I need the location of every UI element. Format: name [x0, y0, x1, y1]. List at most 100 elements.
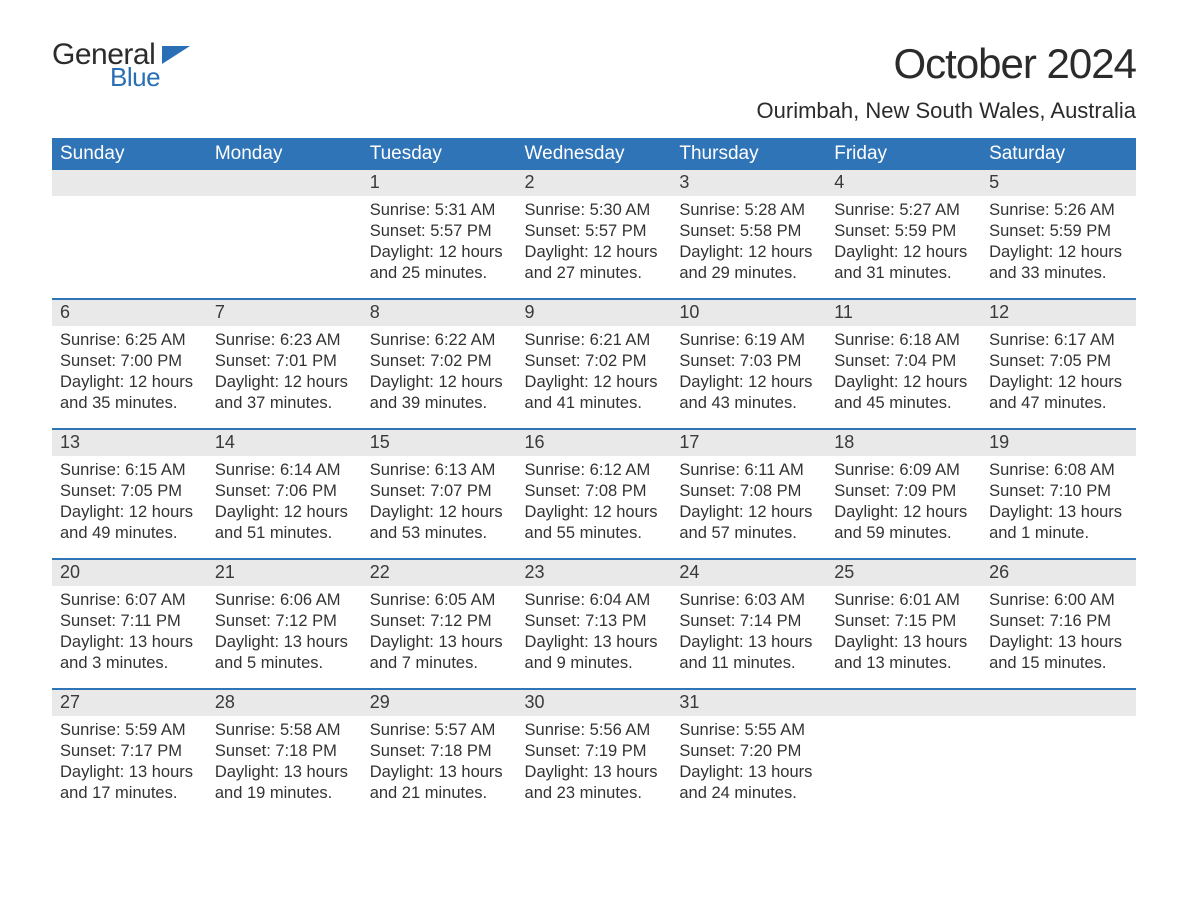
daylight-line: Daylight: 12 hours and 55 minutes. — [525, 502, 664, 544]
calendar-day-cell: 29Sunrise: 5:57 AMSunset: 7:18 PMDayligh… — [362, 689, 517, 818]
daylight-line: Daylight: 12 hours and 59 minutes. — [834, 502, 973, 544]
weekday-header-row: Sunday Monday Tuesday Wednesday Thursday… — [52, 138, 1136, 170]
sunset-line: Sunset: 5:57 PM — [370, 221, 509, 242]
sunset-line: Sunset: 5:57 PM — [525, 221, 664, 242]
calendar-week-row: 27Sunrise: 5:59 AMSunset: 7:17 PMDayligh… — [52, 689, 1136, 818]
sunset-line: Sunset: 7:01 PM — [215, 351, 354, 372]
sunset-line: Sunset: 7:08 PM — [525, 481, 664, 502]
calendar-day-cell — [52, 170, 207, 299]
day-detail: Sunrise: 6:09 AMSunset: 7:09 PMDaylight:… — [826, 456, 981, 558]
daylight-line: Daylight: 12 hours and 53 minutes. — [370, 502, 509, 544]
day-detail: Sunrise: 6:06 AMSunset: 7:12 PMDaylight:… — [207, 586, 362, 688]
day-number: 30 — [517, 690, 672, 716]
day-detail: Sunrise: 6:00 AMSunset: 7:16 PMDaylight:… — [981, 586, 1136, 688]
sunrise-line: Sunrise: 6:22 AM — [370, 330, 509, 351]
daylight-line: Daylight: 13 hours and 9 minutes. — [525, 632, 664, 674]
sunrise-line: Sunrise: 6:00 AM — [989, 590, 1128, 611]
day-number: 11 — [826, 300, 981, 326]
daylight-line: Daylight: 12 hours and 39 minutes. — [370, 372, 509, 414]
calendar-day-cell: 19Sunrise: 6:08 AMSunset: 7:10 PMDayligh… — [981, 429, 1136, 559]
sunset-line: Sunset: 7:20 PM — [679, 741, 818, 762]
sunset-line: Sunset: 7:02 PM — [370, 351, 509, 372]
day-number: 10 — [671, 300, 826, 326]
brand-logo: General Blue — [52, 40, 190, 90]
day-detail: Sunrise: 5:31 AMSunset: 5:57 PMDaylight:… — [362, 196, 517, 298]
daylight-line: Daylight: 12 hours and 47 minutes. — [989, 372, 1128, 414]
sunrise-line: Sunrise: 5:59 AM — [60, 720, 199, 741]
sunrise-line: Sunrise: 6:17 AM — [989, 330, 1128, 351]
calendar-day-cell: 1Sunrise: 5:31 AMSunset: 5:57 PMDaylight… — [362, 170, 517, 299]
daylight-line: Daylight: 13 hours and 24 minutes. — [679, 762, 818, 804]
sunrise-line: Sunrise: 6:05 AM — [370, 590, 509, 611]
calendar-day-cell — [207, 170, 362, 299]
day-number: 22 — [362, 560, 517, 586]
day-number: 20 — [52, 560, 207, 586]
sunset-line: Sunset: 7:18 PM — [370, 741, 509, 762]
sunrise-line: Sunrise: 6:19 AM — [679, 330, 818, 351]
sunset-line: Sunset: 7:09 PM — [834, 481, 973, 502]
sunrise-line: Sunrise: 6:01 AM — [834, 590, 973, 611]
calendar-day-cell: 24Sunrise: 6:03 AMSunset: 7:14 PMDayligh… — [671, 559, 826, 689]
sunrise-line: Sunrise: 5:31 AM — [370, 200, 509, 221]
day-number: 29 — [362, 690, 517, 716]
sunset-line: Sunset: 7:05 PM — [989, 351, 1128, 372]
day-detail: Sunrise: 6:04 AMSunset: 7:13 PMDaylight:… — [517, 586, 672, 688]
calendar-day-cell: 31Sunrise: 5:55 AMSunset: 7:20 PMDayligh… — [671, 689, 826, 818]
sunset-line: Sunset: 7:17 PM — [60, 741, 199, 762]
calendar-day-cell: 18Sunrise: 6:09 AMSunset: 7:09 PMDayligh… — [826, 429, 981, 559]
daylight-line: Daylight: 13 hours and 15 minutes. — [989, 632, 1128, 674]
daylight-line: Daylight: 13 hours and 17 minutes. — [60, 762, 199, 804]
sunset-line: Sunset: 7:16 PM — [989, 611, 1128, 632]
day-detail: Sunrise: 5:58 AMSunset: 7:18 PMDaylight:… — [207, 716, 362, 818]
calendar-day-cell: 15Sunrise: 6:13 AMSunset: 7:07 PMDayligh… — [362, 429, 517, 559]
day-detail: Sunrise: 6:23 AMSunset: 7:01 PMDaylight:… — [207, 326, 362, 428]
calendar-day-cell: 28Sunrise: 5:58 AMSunset: 7:18 PMDayligh… — [207, 689, 362, 818]
day-number: 13 — [52, 430, 207, 456]
day-number: 28 — [207, 690, 362, 716]
day-number-bar — [52, 170, 207, 196]
day-detail: Sunrise: 6:14 AMSunset: 7:06 PMDaylight:… — [207, 456, 362, 558]
sunset-line: Sunset: 7:18 PM — [215, 741, 354, 762]
calendar-day-cell: 27Sunrise: 5:59 AMSunset: 7:17 PMDayligh… — [52, 689, 207, 818]
sunrise-line: Sunrise: 6:07 AM — [60, 590, 199, 611]
sunrise-line: Sunrise: 5:58 AM — [215, 720, 354, 741]
daylight-line: Daylight: 12 hours and 51 minutes. — [215, 502, 354, 544]
weekday-header: Saturday — [981, 138, 1136, 170]
day-detail: Sunrise: 5:30 AMSunset: 5:57 PMDaylight:… — [517, 196, 672, 298]
day-detail: Sunrise: 5:57 AMSunset: 7:18 PMDaylight:… — [362, 716, 517, 818]
day-detail: Sunrise: 5:59 AMSunset: 7:17 PMDaylight:… — [52, 716, 207, 818]
daylight-line: Daylight: 12 hours and 33 minutes. — [989, 242, 1128, 284]
daylight-line: Daylight: 12 hours and 41 minutes. — [525, 372, 664, 414]
sunrise-line: Sunrise: 5:27 AM — [834, 200, 973, 221]
sunset-line: Sunset: 7:14 PM — [679, 611, 818, 632]
weekday-header: Thursday — [671, 138, 826, 170]
day-detail: Sunrise: 6:07 AMSunset: 7:11 PMDaylight:… — [52, 586, 207, 688]
day-number: 12 — [981, 300, 1136, 326]
day-number: 2 — [517, 170, 672, 196]
daylight-line: Daylight: 12 hours and 57 minutes. — [679, 502, 818, 544]
day-detail: Sunrise: 6:12 AMSunset: 7:08 PMDaylight:… — [517, 456, 672, 558]
calendar-day-cell: 13Sunrise: 6:15 AMSunset: 7:05 PMDayligh… — [52, 429, 207, 559]
sunset-line: Sunset: 7:10 PM — [989, 481, 1128, 502]
sunrise-line: Sunrise: 6:09 AM — [834, 460, 973, 481]
sunrise-line: Sunrise: 6:18 AM — [834, 330, 973, 351]
daylight-line: Daylight: 13 hours and 23 minutes. — [525, 762, 664, 804]
day-detail: Sunrise: 5:55 AMSunset: 7:20 PMDaylight:… — [671, 716, 826, 818]
sunset-line: Sunset: 7:19 PM — [525, 741, 664, 762]
sunrise-line: Sunrise: 6:21 AM — [525, 330, 664, 351]
day-detail: Sunrise: 6:15 AMSunset: 7:05 PMDaylight:… — [52, 456, 207, 558]
weekday-header: Sunday — [52, 138, 207, 170]
calendar-day-cell: 22Sunrise: 6:05 AMSunset: 7:12 PMDayligh… — [362, 559, 517, 689]
page-title: October 2024 — [893, 40, 1136, 88]
daylight-line: Daylight: 12 hours and 43 minutes. — [679, 372, 818, 414]
day-number: 1 — [362, 170, 517, 196]
day-detail: Sunrise: 6:13 AMSunset: 7:07 PMDaylight:… — [362, 456, 517, 558]
weekday-header: Friday — [826, 138, 981, 170]
day-number: 26 — [981, 560, 1136, 586]
weekday-header: Monday — [207, 138, 362, 170]
day-number: 5 — [981, 170, 1136, 196]
day-detail: Sunrise: 6:19 AMSunset: 7:03 PMDaylight:… — [671, 326, 826, 428]
sunrise-line: Sunrise: 6:06 AM — [215, 590, 354, 611]
flag-icon — [162, 46, 190, 68]
calendar-week-row: 1Sunrise: 5:31 AMSunset: 5:57 PMDaylight… — [52, 170, 1136, 299]
